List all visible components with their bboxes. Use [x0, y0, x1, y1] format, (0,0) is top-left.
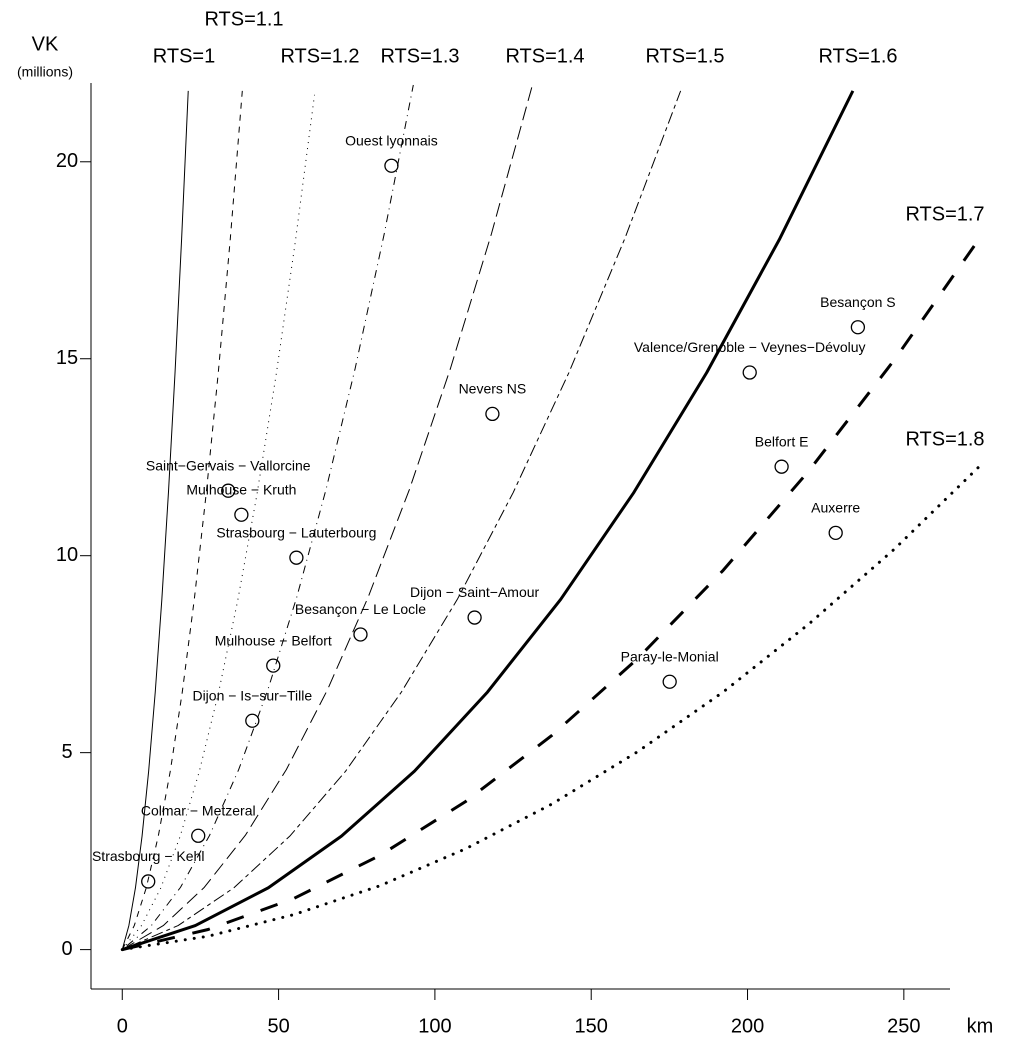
point — [662, 674, 677, 689]
point-label: Besançon − Le Locle — [295, 601, 426, 617]
x-axis-label: km — [967, 1015, 994, 1037]
point-label: Belfort E — [755, 433, 809, 449]
point-label: Mulhouse − Kruth — [186, 481, 296, 497]
point — [742, 365, 757, 380]
curve-label: RTS=1.1 — [204, 8, 283, 30]
point-label: Auxerre — [811, 500, 860, 516]
point — [485, 406, 500, 422]
x-tick-label: 50 — [267, 1015, 289, 1037]
curve — [121, 84, 414, 950]
curve-label: RTS=1.5 — [645, 45, 724, 67]
curve — [121, 90, 243, 950]
point-label: Nevers NS — [459, 381, 527, 397]
y-tick-label: 10 — [56, 544, 78, 566]
x-tick-label: 250 — [887, 1015, 920, 1037]
point — [221, 483, 236, 498]
curve-label: RTS=1.2 — [280, 45, 359, 67]
point-label: Colmar − Metzeral — [141, 802, 256, 818]
point-label: Dijon − Is−sur−Tille — [192, 687, 312, 703]
point — [234, 507, 249, 522]
point — [191, 828, 206, 843]
curve-label: RTS=1 — [153, 45, 215, 67]
point — [774, 459, 789, 474]
x-tick-label: 0 — [117, 1015, 128, 1037]
point — [245, 713, 260, 728]
point — [289, 550, 304, 565]
curve — [122, 84, 533, 951]
y-tick-label: 15 — [56, 347, 78, 369]
curve-label: RTS=1.8 — [905, 428, 984, 450]
y-tick-label: 20 — [56, 150, 78, 172]
curve — [121, 90, 855, 952]
y-axis-label: VK — [32, 33, 59, 55]
point-label: Valence/Grenoble − Veynes−Dévoluy — [634, 339, 866, 355]
point — [141, 874, 156, 889]
point — [467, 610, 482, 625]
y-tick-label: 0 — [61, 938, 72, 960]
point — [828, 525, 843, 540]
point-label: Strasbourg − Kehl — [92, 848, 204, 864]
curve — [121, 235, 982, 952]
y-axis-unit: (millions) — [17, 64, 73, 80]
point-label: Saint−Gervais − Vallorcine — [146, 457, 311, 473]
point-label: Mulhouse − Belfort — [215, 632, 332, 648]
point — [266, 658, 281, 673]
curve-label: RTS=1.3 — [380, 45, 459, 67]
x-tick-label: 200 — [731, 1015, 764, 1037]
x-tick-label: 150 — [575, 1015, 608, 1037]
curve-label: RTS=1.6 — [818, 45, 897, 67]
curve-label: RTS=1.4 — [505, 45, 584, 67]
point — [353, 627, 368, 642]
point — [850, 320, 866, 335]
curve-label: RTS=1.7 — [905, 203, 984, 225]
point-label: Dijon − Saint−Amour — [410, 584, 540, 600]
point — [384, 158, 399, 173]
curve — [121, 94, 316, 950]
point-label: Strasbourg − Lauterbourg — [216, 524, 376, 540]
y-tick-label: 5 — [61, 741, 72, 763]
curve — [122, 90, 682, 951]
x-tick-label: 100 — [418, 1015, 451, 1037]
point-label: Besançon S — [820, 294, 896, 310]
curve — [120, 463, 983, 952]
point-label: Paray-le-Monial — [621, 648, 719, 664]
curve — [121, 90, 189, 950]
point-label: Ouest lyonnais — [345, 132, 438, 148]
